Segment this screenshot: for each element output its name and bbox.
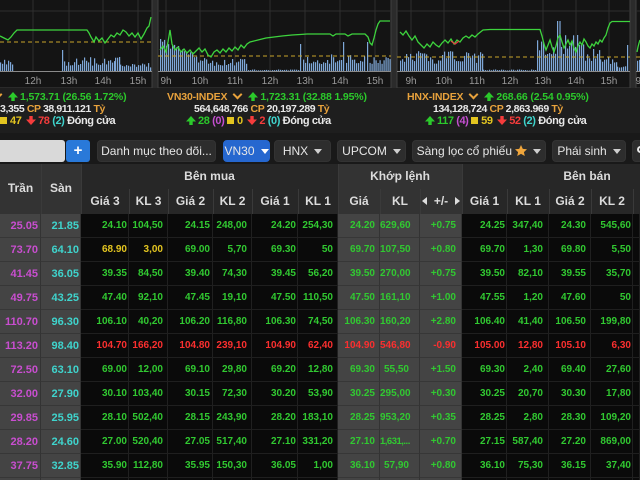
svg-text:15h: 15h	[130, 76, 147, 87]
svg-text:14h: 14h	[95, 76, 112, 87]
svg-text:10h: 10h	[192, 76, 209, 87]
svg-text:13h: 13h	[535, 76, 552, 87]
svg-text:13h: 13h	[297, 76, 314, 87]
svg-text:11h: 11h	[469, 76, 485, 87]
svg-text:9h: 9h	[405, 76, 416, 87]
svg-text:14h: 14h	[332, 76, 349, 87]
svg-text:10h: 10h	[436, 76, 453, 87]
svg-text:13h: 13h	[61, 76, 78, 87]
svg-text:9h: 9h	[635, 76, 640, 87]
svg-text:15h: 15h	[601, 76, 618, 87]
svg-text:9h: 9h	[160, 76, 171, 87]
svg-text:12h: 12h	[502, 76, 519, 87]
svg-text:14h: 14h	[568, 76, 585, 87]
svg-text:12h: 12h	[25, 76, 42, 87]
svg-text:12h: 12h	[262, 76, 279, 87]
svg-text:11h: 11h	[227, 76, 243, 87]
svg-text:15h: 15h	[367, 76, 384, 87]
